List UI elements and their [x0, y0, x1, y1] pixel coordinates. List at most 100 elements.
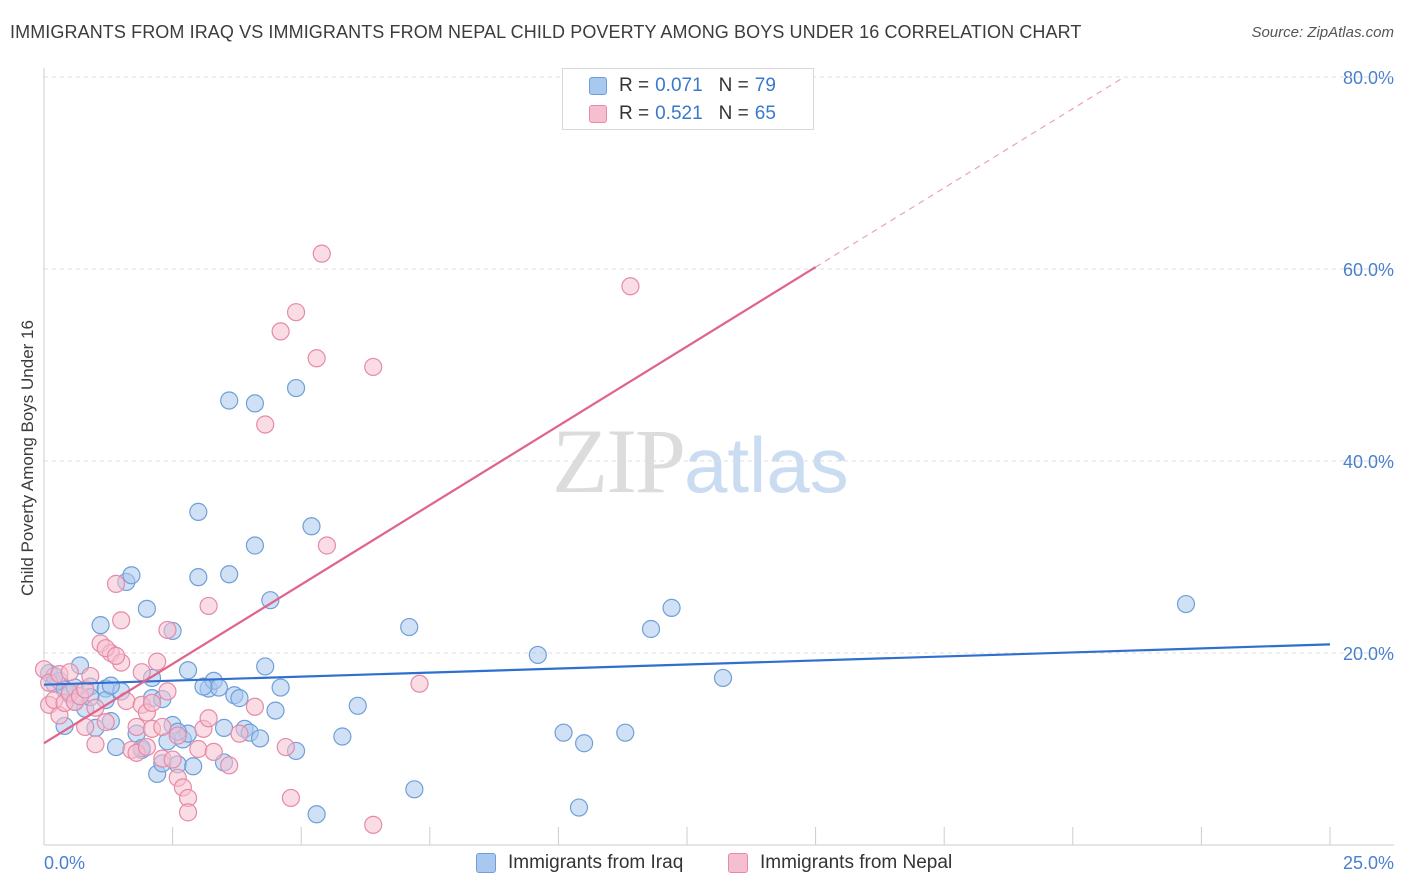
iraq-point — [250, 729, 270, 748]
iraq-point — [245, 536, 265, 555]
nepal-point — [148, 652, 167, 671]
nepal-point — [112, 611, 131, 630]
nepal-point — [220, 756, 239, 775]
legend-r-label: R = — [619, 103, 650, 124]
series-legend-nepal: Immigrants from Nepal — [728, 852, 952, 874]
iraq-point — [333, 727, 352, 746]
nepal-trend-line — [43, 266, 817, 745]
nepal-point — [168, 726, 187, 745]
nepal-point — [106, 646, 126, 665]
source-label: Source: ZipAtlas.com — [1251, 24, 1394, 41]
correlation-legend: R = 0.071 N = 79 R = 0.521 N = 65 — [562, 68, 814, 130]
iraq-point — [641, 619, 661, 639]
nepal-point — [281, 788, 301, 808]
iraq-point — [575, 734, 594, 753]
iraq-point — [220, 391, 239, 410]
nepal-point — [317, 536, 337, 555]
nepal-point — [163, 750, 182, 769]
series-label-iraq: Immigrants from Iraq — [508, 852, 684, 873]
iraq-point — [184, 757, 203, 776]
nepal-trend-extension — [815, 76, 1125, 268]
nepal-point — [312, 244, 331, 263]
iraq-point — [528, 645, 547, 665]
x-tick-label-max: 25.0% — [1343, 853, 1394, 873]
iraq-point — [106, 737, 126, 757]
legend-n-label: N = — [718, 75, 749, 96]
nepal-point — [256, 415, 275, 434]
iraq-point — [230, 689, 249, 708]
iraq-point — [189, 568, 208, 587]
nepal-point — [364, 357, 383, 377]
iraq-point — [302, 517, 321, 536]
y-tick-label: 80.0% — [1343, 68, 1394, 88]
nepal-point — [199, 596, 218, 616]
nepal-point — [199, 709, 218, 728]
nepal-point — [60, 663, 79, 682]
iraq-point — [616, 723, 635, 742]
legend-row-iraq: R = 0.071 N = 79 — [589, 74, 776, 98]
nepal-point — [127, 717, 146, 737]
iraq-point — [194, 677, 213, 696]
x-tick-label-min: 0.0% — [44, 853, 85, 873]
chart-title: IMMIGRANTS FROM IRAQ VS IMMIGRANTS FROM … — [10, 22, 1082, 42]
legend-r-value: 0.521 — [655, 103, 703, 124]
series-label-nepal: Immigrants from Nepal — [760, 852, 953, 873]
iraq-point — [214, 718, 234, 737]
nepal-point — [230, 724, 249, 743]
legend-n-label: N = — [718, 103, 749, 124]
nepal-point — [158, 682, 177, 701]
iraq-point — [245, 394, 265, 413]
iraq-point — [307, 805, 326, 824]
iraq-point — [261, 591, 280, 610]
iraq-point — [91, 616, 110, 635]
iraq-point — [209, 678, 228, 697]
iraq-point — [189, 502, 208, 521]
nepal-point — [286, 303, 306, 322]
iraq-point — [554, 723, 573, 742]
iraq-point — [178, 661, 198, 680]
series-swatch-nepal — [728, 853, 748, 873]
y-tick-label: 40.0% — [1343, 452, 1394, 472]
nepal-point — [307, 349, 326, 368]
series-swatch-iraq — [476, 853, 496, 873]
nepal-point — [621, 277, 640, 296]
legend-r-value: 0.071 — [655, 75, 703, 96]
nepal-point — [204, 742, 223, 761]
iraq-point — [220, 565, 239, 584]
nepal-point — [106, 574, 126, 593]
nepal-point — [137, 737, 156, 757]
y-tick-label: 60.0% — [1343, 260, 1394, 280]
iraq-point — [713, 668, 733, 688]
nepal-point — [276, 737, 295, 757]
nepal-point — [158, 620, 177, 640]
iraq-trend-line — [43, 643, 1331, 686]
iraq-point — [137, 599, 156, 618]
legend-n-value: 79 — [754, 75, 776, 96]
iraq-point — [348, 696, 367, 715]
nepal-point — [96, 713, 115, 732]
legend-n-value: 65 — [754, 103, 776, 124]
iraq-point — [400, 617, 419, 637]
iraq-point — [662, 598, 681, 617]
iraq-point — [266, 701, 285, 720]
legend-row-nepal: R = 0.521 N = 65 — [589, 102, 776, 126]
nepal-point — [178, 803, 198, 822]
iraq-point — [286, 378, 306, 398]
iraq-point — [256, 657, 275, 676]
nepal-point — [86, 698, 105, 717]
iraq-point — [405, 780, 424, 799]
legend-swatch-iraq — [589, 77, 607, 95]
nepal-point — [410, 674, 429, 693]
nepal-point — [142, 693, 162, 713]
nepal-point — [271, 322, 290, 341]
nepal-point — [86, 735, 105, 754]
nepal-point — [81, 666, 100, 686]
iraq-point — [122, 566, 141, 585]
nepal-point — [153, 717, 172, 737]
legend-swatch-nepal — [589, 105, 607, 123]
legend-r-label: R = — [619, 75, 650, 96]
nepal-point — [245, 697, 265, 716]
nepal-point — [189, 739, 208, 759]
iraq-point — [271, 678, 290, 697]
